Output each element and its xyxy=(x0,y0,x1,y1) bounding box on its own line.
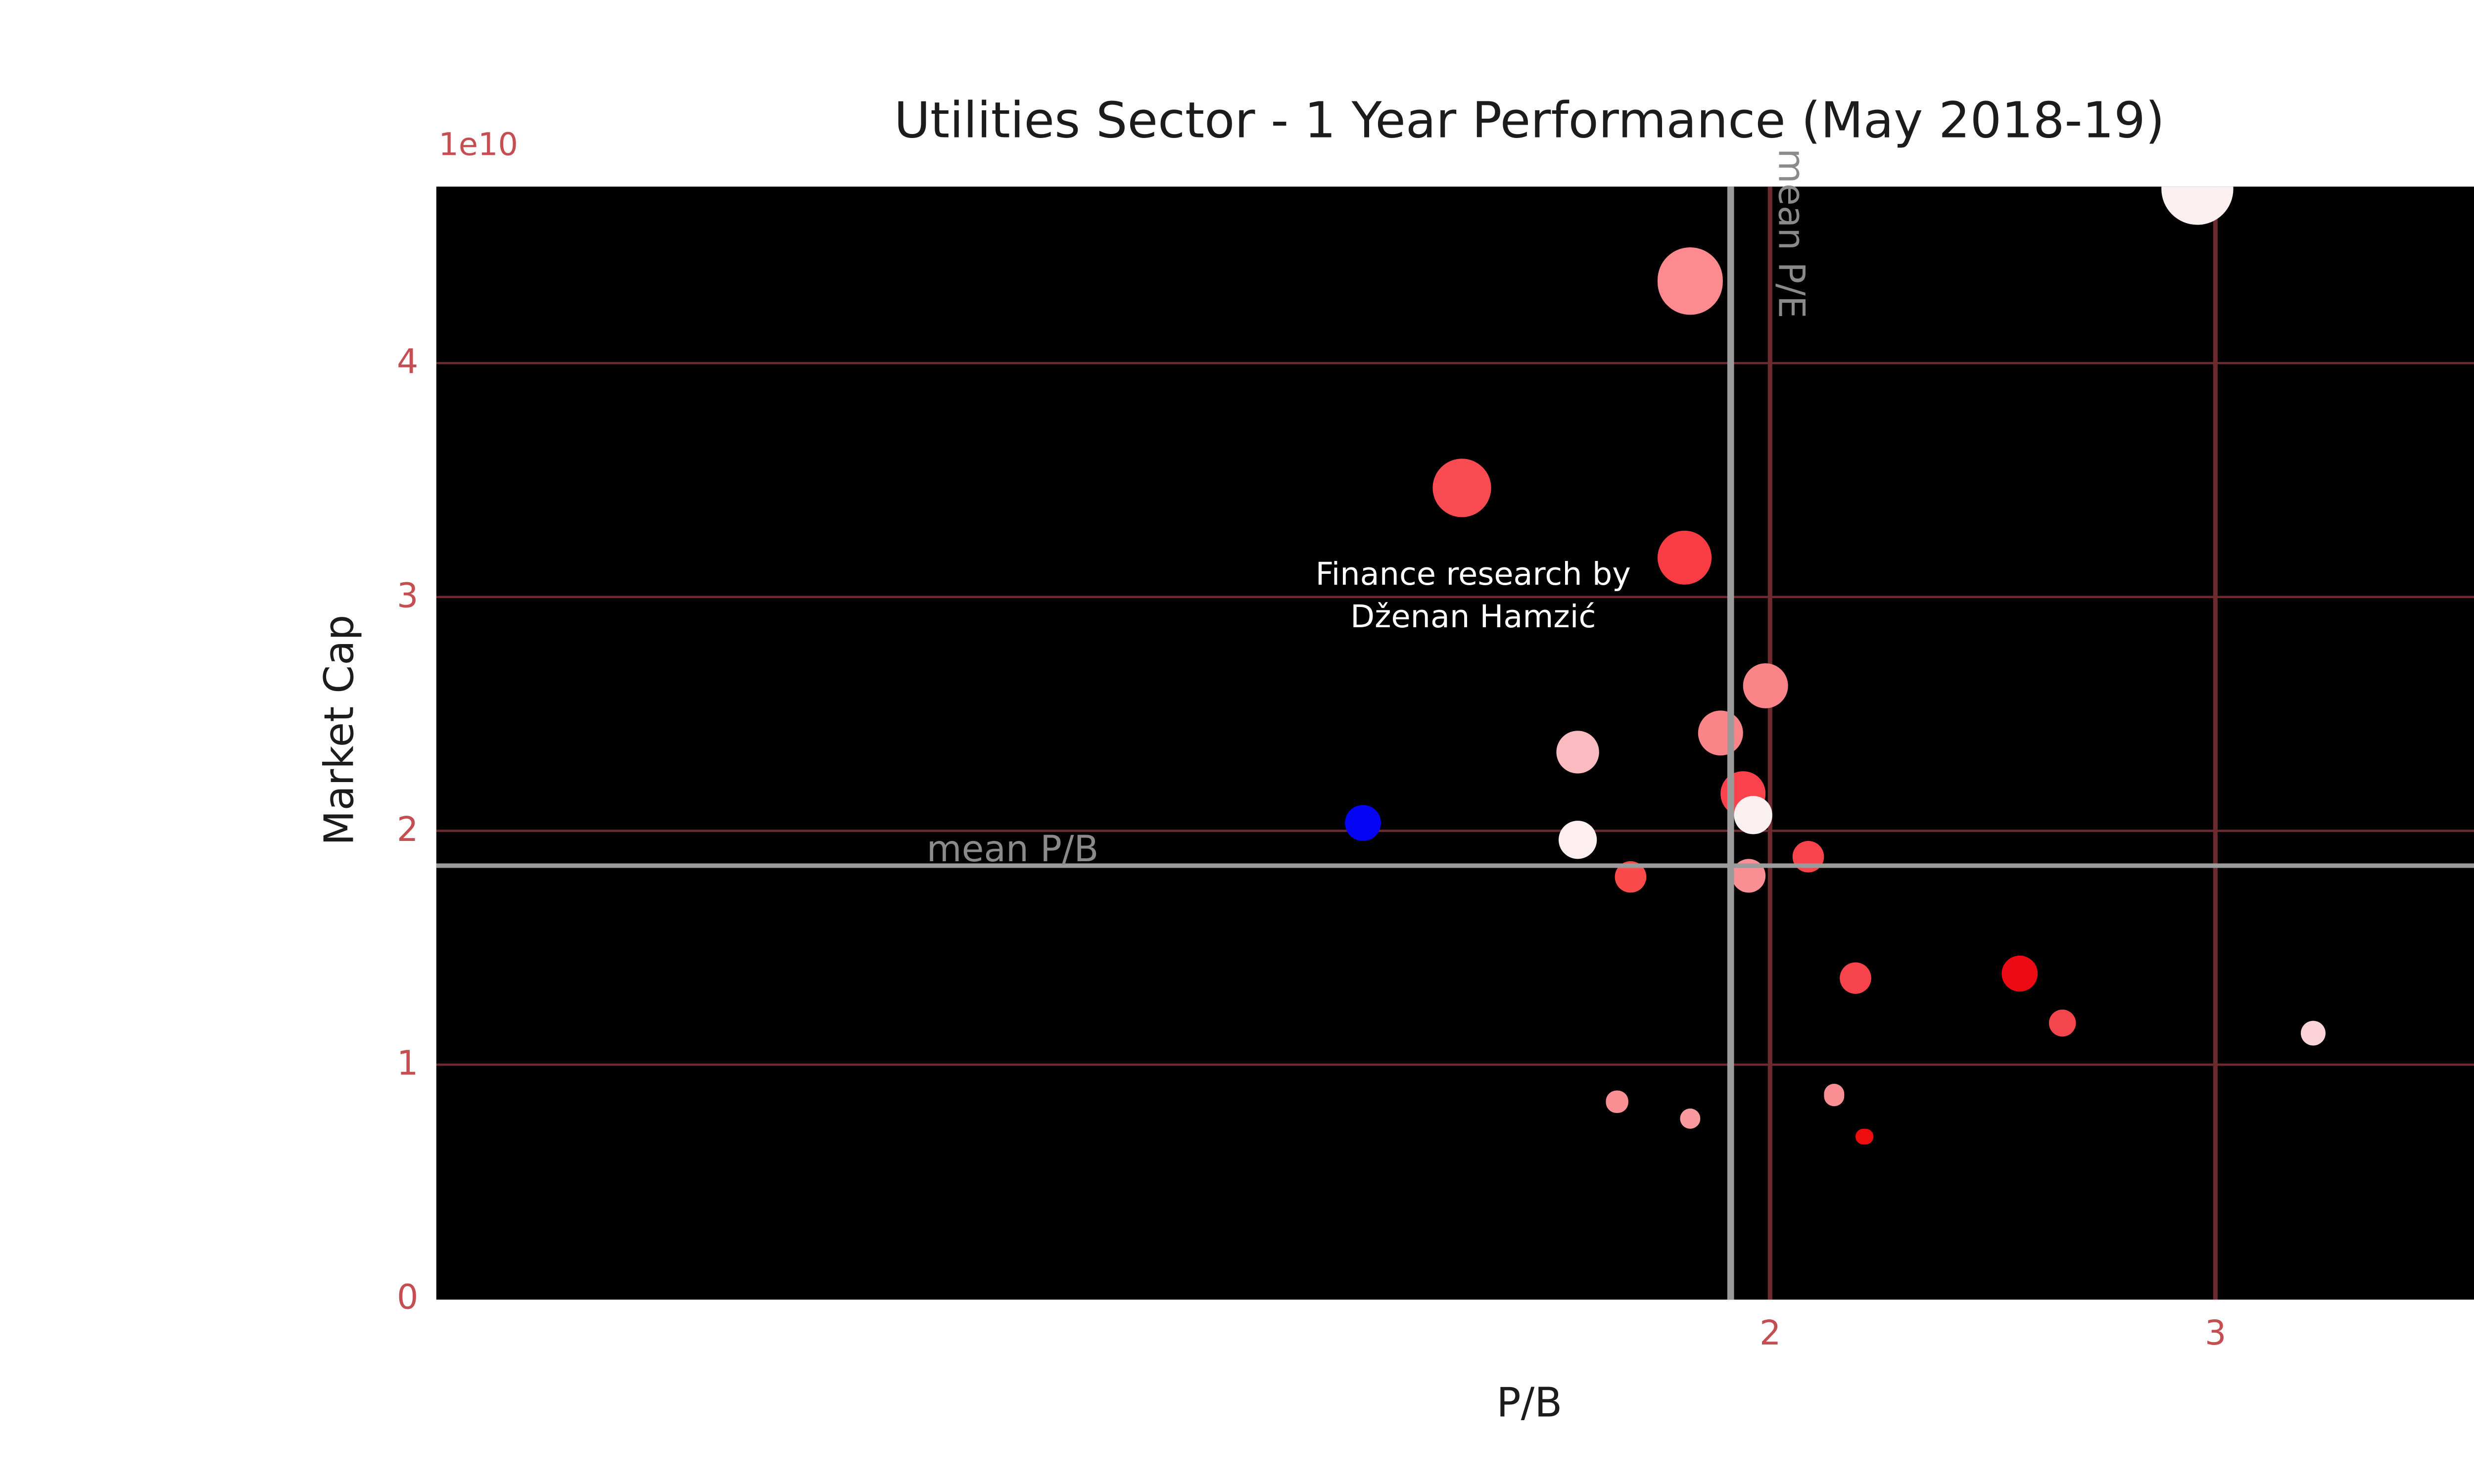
mean-pe-line-label: mean P/E xyxy=(1770,148,1813,319)
data-point-bubble xyxy=(2001,955,2038,992)
mean-pb-line-label: mean P/B xyxy=(926,827,1099,871)
x-tick-label: 3 xyxy=(2204,1313,2227,1354)
y-tick-label: 3 xyxy=(397,575,419,616)
data-point-bubble xyxy=(1657,248,1724,315)
gridline-horizontal xyxy=(436,1063,2474,1067)
x-tick-label: 2 xyxy=(1759,1313,1781,1354)
data-point-bubble xyxy=(1557,730,1600,773)
data-point-bubble xyxy=(1839,962,1871,994)
data-point-bubble xyxy=(1742,663,1787,708)
data-point-bubble xyxy=(1560,821,1598,860)
plot-area: Finance research by Dženan Hamzić xyxy=(436,185,2474,1298)
annotation-line2: Dženan Hamzić xyxy=(1350,599,1596,636)
y-tick-label: 4 xyxy=(397,341,419,382)
data-point-bubble xyxy=(2049,1009,2076,1036)
y-tick-label: 2 xyxy=(397,809,419,850)
annotation-line1: Finance research by xyxy=(1315,556,1631,593)
data-point-bubble xyxy=(1823,1084,1846,1106)
data-point-bubble xyxy=(1606,1091,1628,1113)
gridline-horizontal xyxy=(436,595,2474,599)
gridline-vertical xyxy=(2214,185,2217,1298)
chart-title: Utilities Sector - 1 Year Performance (M… xyxy=(894,94,2165,151)
annotation-watermark: Finance research by Dženan Hamzić xyxy=(1316,554,1631,640)
y-axis-offset-label: 1e10 xyxy=(438,128,519,164)
y-tick-label: 1 xyxy=(397,1043,419,1084)
data-point-bubble xyxy=(1734,795,1773,834)
mean-pe-line xyxy=(1728,185,1734,1298)
y-axis-label: Market Cap xyxy=(317,614,365,846)
data-point-bubble xyxy=(1432,458,1491,516)
data-point-bubble xyxy=(2301,1021,2326,1047)
gridline-horizontal xyxy=(436,829,2474,833)
y-tick-label: 0 xyxy=(397,1277,419,1318)
data-point-bubble xyxy=(1697,710,1742,755)
data-point-bubble xyxy=(2161,185,2234,224)
data-point-bubble xyxy=(1680,1108,1701,1129)
gridline-vertical xyxy=(1768,185,1772,1298)
data-point-bubble xyxy=(1344,805,1381,842)
mean-pb-line xyxy=(436,863,2474,869)
x-axis-label: P/B xyxy=(1496,1380,1563,1428)
data-point-bubble xyxy=(1856,1128,1873,1146)
gridline-horizontal xyxy=(436,362,2474,365)
data-point-bubble xyxy=(1657,529,1713,585)
